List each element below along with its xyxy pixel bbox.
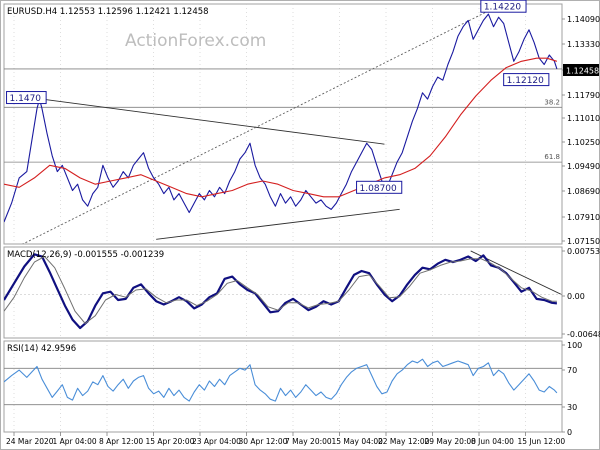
rsi-panel: 100 70 30 0 RSI(14) 42.9596 <box>3 340 582 437</box>
annotation-text: 1.12120 <box>507 76 544 86</box>
annotation-text: 1.14220 <box>484 3 521 13</box>
macd-series-line <box>4 253 558 330</box>
y-tick-label: 1.13330 <box>567 40 600 49</box>
y-tick-label: 1.11010 <box>567 114 600 123</box>
plot-area <box>4 250 562 330</box>
x-tick-label: 15 May 04:00 <box>332 437 384 446</box>
price-annotation: 1.08700 <box>356 180 403 194</box>
y-tick-label: 1.11790 <box>567 91 600 100</box>
y-tick-label: 0.007535 <box>567 247 600 256</box>
y-tick-label: 30 <box>567 403 577 412</box>
y-tick-label: 0 <box>567 428 572 437</box>
y-tick-label: 1.14090 <box>567 15 600 24</box>
x-tick-label: 15 Jun 12:00 <box>518 437 566 446</box>
annotation-text: 1.1470 <box>10 94 42 104</box>
y-tick-label: 1.07150 <box>567 237 600 246</box>
panel-title: MACD(12,26,9) -0.001555 -0.001239 <box>7 250 164 260</box>
x-tick-label: 15 Apr 20:00 <box>146 437 195 446</box>
annotation-box <box>356 180 403 194</box>
level-label: 61.8 <box>544 153 560 161</box>
x-tick-label: 23 Apr 04:00 <box>192 437 241 446</box>
trendline <box>156 208 400 240</box>
x-tick-label: 30 Apr 12:00 <box>239 437 288 446</box>
plot-area <box>4 358 558 402</box>
annotation-text: 1.08700 <box>360 184 397 194</box>
panel-border <box>3 246 563 339</box>
price-annotation: 1.1470 <box>6 91 47 105</box>
panel-border <box>3 340 563 433</box>
x-tick-label: 7 May 20:00 <box>285 437 332 446</box>
y-tick-label: 1.09490 <box>567 162 600 171</box>
y-tick-label: 1.07910 <box>567 213 600 222</box>
rsi-series-line <box>4 358 558 402</box>
y-tick-label: -0.006484 <box>567 330 600 339</box>
level-label: 38.2 <box>544 98 560 106</box>
x-tick-label: 24 Mar 2020 <box>6 437 54 446</box>
y-tick-label: 1.10250 <box>567 138 600 147</box>
x-tick-label: 8 Apr 12:00 <box>99 437 143 446</box>
ma-series-line <box>4 57 558 198</box>
annotation-box <box>503 73 550 87</box>
annotation-box <box>6 91 47 105</box>
macd-panel: 0.007535 0.00 -0.006484 MACD(12,26,9) -0.00… <box>3 246 600 339</box>
price-panel: ActionForex.com 38.2 61.8 1.1470 1.08700 1.14… <box>3 0 600 246</box>
y-tick-label: 0.00 <box>567 292 585 301</box>
annotation-box <box>480 0 527 13</box>
current-price-box <box>563 64 599 76</box>
current-price-marker: 1.12458 <box>563 64 599 76</box>
panel-title: EURUSD.H4 1.12553 1.12596 1.12421 1.1245… <box>7 7 209 17</box>
x-tick-label: 29 May 20:00 <box>425 437 477 446</box>
y-tick-label: 100 <box>567 341 582 350</box>
panel-title: RSI(14) 42.9596 <box>7 344 76 354</box>
x-tick-label: 8 Jun 04:00 <box>471 437 514 446</box>
current-price-label: 1.12458 <box>566 67 599 76</box>
trendline <box>36 98 385 145</box>
x-tick-label: 22 May 12:00 <box>378 437 430 446</box>
y-tick-label: 1.08690 <box>567 187 600 196</box>
price-annotation: 1.12120 <box>503 73 550 87</box>
signal-series-line <box>4 256 557 324</box>
y-tick-label: 70 <box>567 366 577 375</box>
price-annotation: 1.14220 <box>480 0 527 13</box>
panel-border <box>3 3 563 245</box>
x-tick-label: 1 Apr 04:00 <box>53 437 97 446</box>
plot-area <box>4 10 558 244</box>
watermark: ActionForex.com <box>125 31 266 51</box>
